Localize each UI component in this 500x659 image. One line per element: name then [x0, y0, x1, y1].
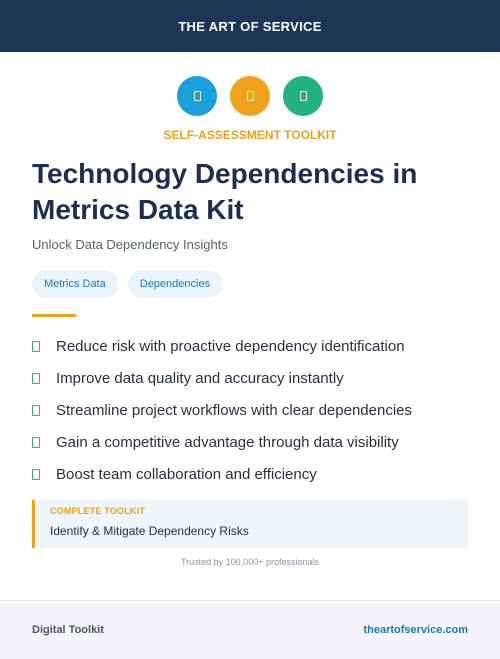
page-title: Technology Dependencies in Metrics Data …: [32, 158, 418, 225]
benefit-text: Gain a competitive advantage through dat…: [56, 433, 399, 451]
accent-divider: [32, 314, 76, 317]
tag-metrics-data[interactable]: Metrics Data: [32, 270, 118, 298]
tag-dependencies[interactable]: Dependencies: [127, 270, 223, 298]
callout-label: COMPLETE TOOLKIT: [50, 506, 146, 516]
orange-circle-icon: [230, 76, 270, 116]
blue-circle-icon: [177, 76, 217, 116]
check-icon: [32, 404, 40, 416]
green-circle-icon: [283, 76, 323, 116]
trust-note: Trusted by 100,000+ professionals: [180, 557, 319, 567]
benefit-item: Gain a competitive advantage through dat…: [32, 426, 472, 458]
check-icon: [32, 372, 40, 384]
benefit-text: Boost team collaboration and efficiency: [56, 465, 317, 483]
benefit-item: Improve data quality and accuracy instan…: [32, 362, 472, 394]
tag-list: Metrics Data Dependencies: [32, 270, 223, 298]
subtitle: Unlock Data Dependency Insights: [32, 237, 228, 252]
footer-label: Digital Toolkit: [32, 624, 104, 636]
benefit-item: Boost team collaboration and efficiency: [32, 458, 472, 490]
check-icon: [32, 340, 40, 352]
benefit-list: Reduce risk with proactive dependency id…: [32, 330, 472, 490]
kicker-label: SELF-ASSESSMENT TOOLKIT: [163, 128, 337, 142]
website-link[interactable]: theartofservice.com: [363, 624, 468, 636]
benefit-text: Reduce risk with proactive dependency id…: [56, 337, 405, 355]
toolkit-callout: COMPLETE TOOLKIT Identify & Mitigate Dep…: [32, 500, 468, 548]
check-icon: [32, 468, 40, 480]
callout-text: Identify & Mitigate Dependency Risks: [50, 524, 249, 538]
check-icon: [32, 436, 40, 448]
benefit-text: Streamline project workflows with clear …: [56, 401, 413, 419]
brand-name: THE ART OF SERVICE: [178, 18, 322, 34]
benefit-item: Streamline project workflows with clear …: [32, 394, 472, 426]
benefit-text: Improve data quality and accuracy instan…: [56, 369, 344, 387]
icon-row: [0, 76, 500, 116]
benefit-item: Reduce risk with proactive dependency id…: [32, 330, 472, 362]
top-banner: THE ART OF SERVICE: [0, 0, 500, 52]
footer: Digital Toolkit theartofservice.com: [0, 600, 500, 659]
